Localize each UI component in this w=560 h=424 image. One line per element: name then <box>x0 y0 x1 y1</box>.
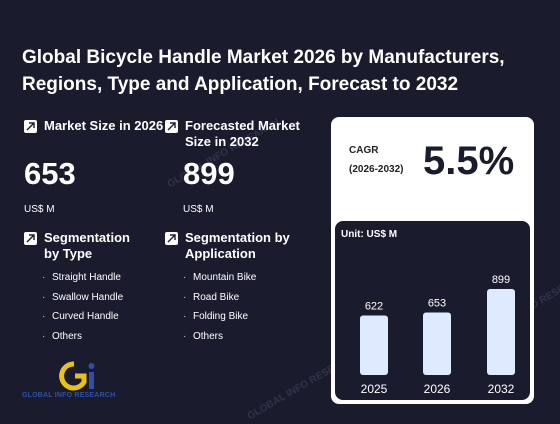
segment-type-list: Straight Handle Swallow Handle Curved Ha… <box>42 272 123 350</box>
data-label-2026: 653 <box>428 298 446 310</box>
list-item: Folding Bike <box>183 311 256 331</box>
logo-text: GLOBAL INFO RESEARCH <box>22 392 116 399</box>
cagr-period-label: (2026-2032) <box>349 164 404 175</box>
bar-2025 <box>360 315 388 375</box>
cagr-label: CAGR <box>349 145 379 156</box>
segment-type-block: Segmentation by Type Straight Handle Swa… <box>24 230 164 350</box>
company-logo <box>58 360 108 392</box>
list-item: Straight Handle <box>42 272 123 292</box>
data-label-2025: 622 <box>365 300 383 312</box>
segment-type-label: Segmentation by Type <box>44 230 130 261</box>
list-item: Curved Handle <box>42 311 123 331</box>
bar-chart: 622 2025 653 2026 899 2032 <box>360 274 515 396</box>
segment-application-list: Mountain Bike Road Bike Folding Bike Oth… <box>183 272 256 350</box>
forecast-size-value: 899 <box>183 156 235 191</box>
cagr-card: CAGR (2026-2032) 5.5% Unit: US$ M 622 202… <box>331 117 534 404</box>
x-tick-label-2026: 2026 <box>424 382 451 396</box>
list-item: Swallow Handle <box>42 292 123 312</box>
segment-application-label: Segmentation by Application <box>185 230 290 261</box>
x-tick-label-2032: 2032 <box>488 382 515 396</box>
segment-application-block: Segmentation by Application Mountain Bik… <box>165 230 315 350</box>
forecast-size-block: Forecasted Market Size in 2032 899 US$ M <box>165 118 315 218</box>
forecast-size-label: Forecasted Market Size in 2032 <box>185 118 300 149</box>
cagr-value: 5.5% <box>423 139 515 183</box>
data-label-2032: 899 <box>492 274 510 286</box>
market-size-label: Market Size in 2026 <box>44 118 164 133</box>
market-size-unit: US$ M <box>24 204 55 215</box>
trend-arrow-icon <box>165 120 178 133</box>
bar-chart-panel: Unit: US$ M 622 2025 653 2026 899 2032 <box>335 221 530 400</box>
forecast-size-unit: US$ M <box>183 204 214 215</box>
trend-arrow-icon <box>24 120 37 133</box>
page-title: Global Bicycle Handle Market 2026 by Man… <box>22 47 505 95</box>
list-item: Others <box>183 331 256 351</box>
logo-mark-icon <box>59 361 95 391</box>
trend-arrow-icon <box>165 232 178 245</box>
market-size-block: Market Size in 2026 653 US$ M <box>24 118 164 218</box>
list-item: Others <box>42 331 123 351</box>
bar-2032 <box>487 289 515 375</box>
bar-2026 <box>423 312 451 375</box>
market-size-value: 653 <box>24 156 76 191</box>
list-item: Mountain Bike <box>183 272 256 292</box>
x-tick-label-2025: 2025 <box>361 382 388 396</box>
chart-unit-label: Unit: US$ M <box>341 229 398 240</box>
trend-arrow-icon <box>24 232 37 245</box>
list-item: Road Bike <box>183 292 256 312</box>
